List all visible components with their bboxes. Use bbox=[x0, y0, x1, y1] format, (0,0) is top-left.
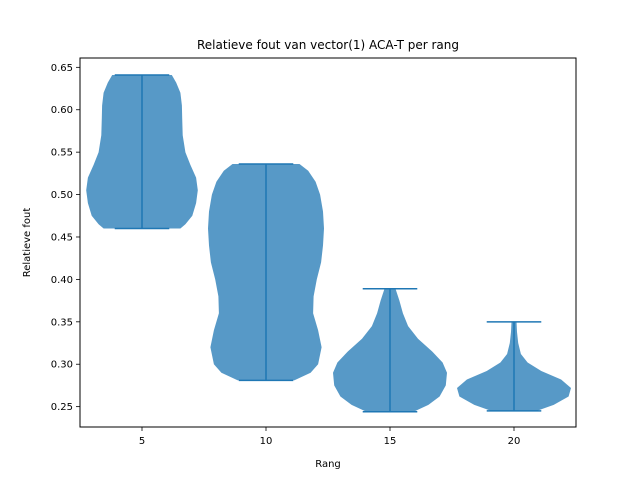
violin-group bbox=[333, 287, 447, 413]
violin-group bbox=[208, 163, 324, 382]
plot-frame bbox=[79, 57, 577, 428]
x-axis: 5 10 15 20 bbox=[139, 427, 521, 447]
violin-group bbox=[457, 321, 571, 412]
y-tick-label: 0.60 bbox=[51, 105, 73, 116]
x-axis-label: Rang bbox=[315, 459, 341, 470]
chart-title: Relatieve fout van vector(1) ACA-T per r… bbox=[197, 38, 459, 52]
y-tick-label: 0.50 bbox=[51, 190, 73, 201]
y-tick-label: 0.30 bbox=[51, 360, 73, 371]
y-tick-label: 0.45 bbox=[51, 232, 73, 243]
y-tick-label: 0.65 bbox=[51, 63, 73, 74]
violin-group bbox=[86, 74, 198, 230]
y-tick-label: 0.40 bbox=[51, 275, 73, 286]
x-tick-label: 10 bbox=[260, 436, 273, 447]
y-axis: 0.25 0.30 0.35 0.40 0.45 0.50 0.55 0.60 0.65 bbox=[51, 63, 80, 413]
y-tick-label: 0.55 bbox=[51, 148, 73, 159]
y-tick-label: 0.35 bbox=[51, 317, 73, 328]
x-tick-label: 5 bbox=[139, 436, 145, 447]
x-tick-label: 20 bbox=[508, 436, 521, 447]
y-axis-label: Relatieve fout bbox=[22, 208, 33, 278]
violin-layer bbox=[86, 74, 571, 413]
y-tick-label: 0.25 bbox=[51, 402, 73, 413]
x-tick-label: 15 bbox=[384, 436, 397, 447]
